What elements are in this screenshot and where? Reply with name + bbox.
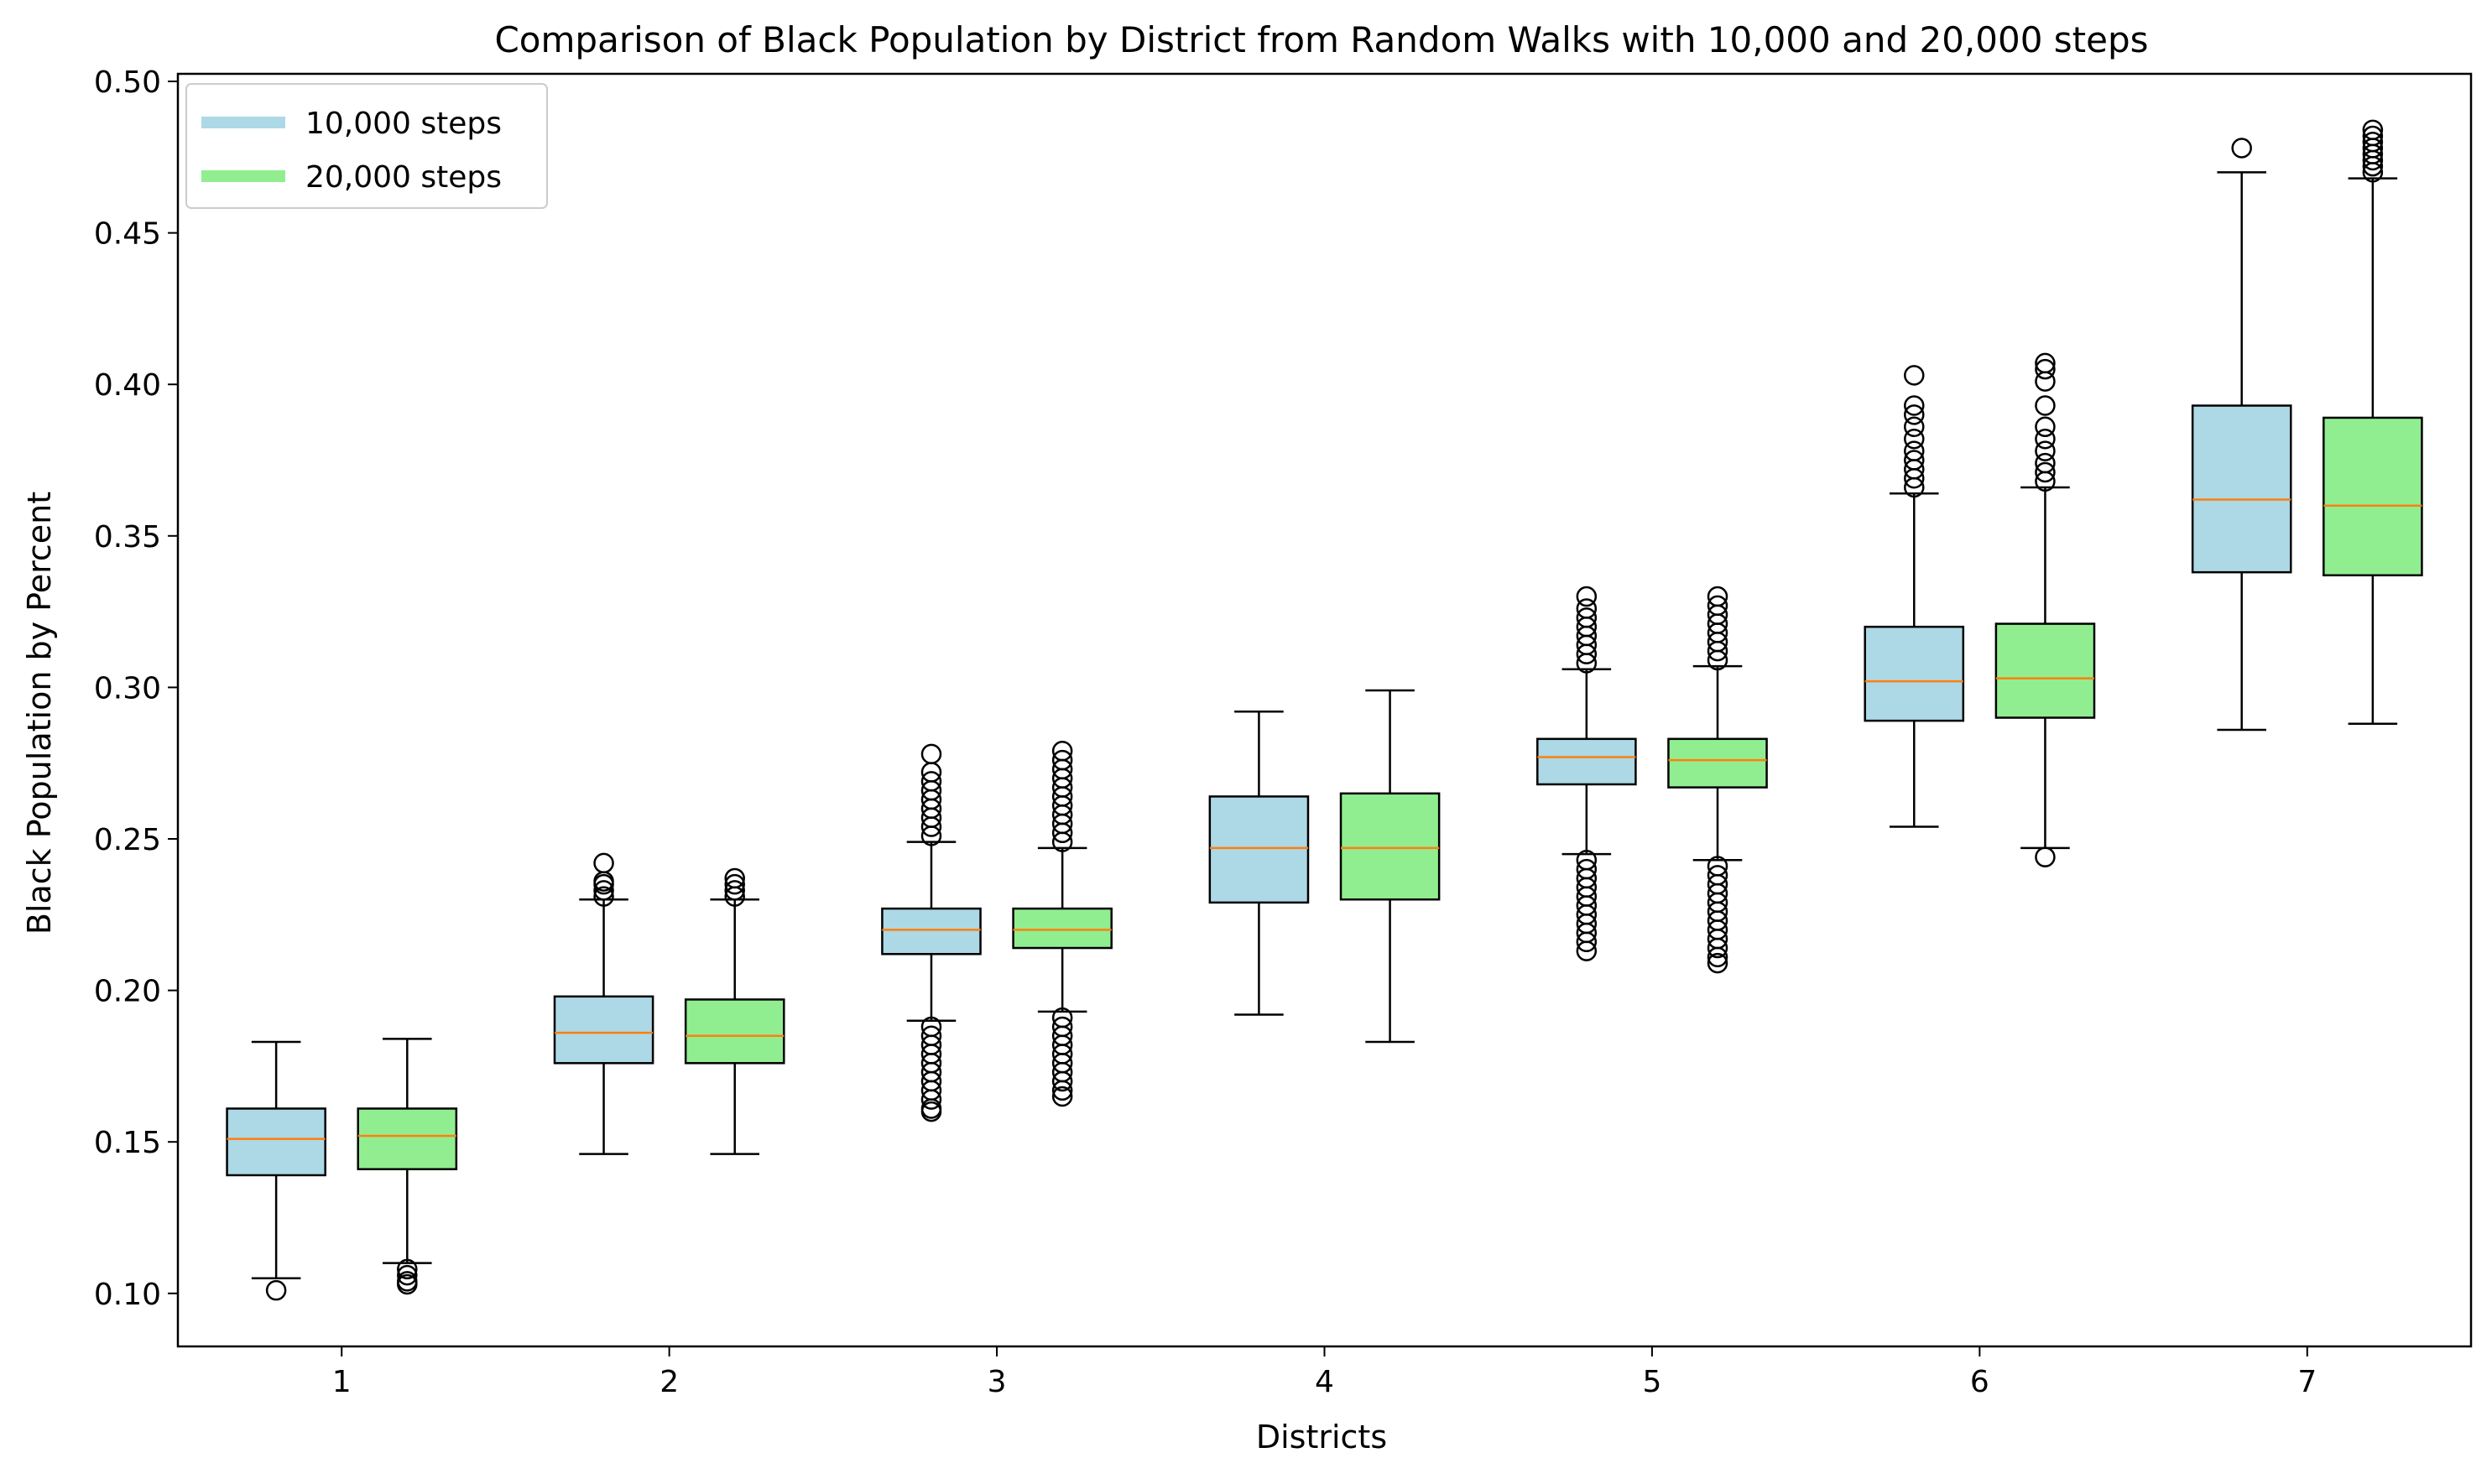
outlier-point — [2035, 452, 2056, 474]
outlier-point — [2362, 132, 2384, 153]
x-tick-label: 4 — [1315, 1365, 1334, 1399]
outlier-point — [1576, 940, 1598, 961]
box — [2323, 416, 2423, 577]
outlier-point — [1904, 450, 1925, 471]
x-tick-label: 2 — [659, 1365, 679, 1399]
y-axis-label: Black Population by Percent — [21, 492, 58, 935]
y-tick-label: 0.20 — [94, 975, 161, 1009]
legend-label: 10,000 steps — [305, 107, 502, 141]
x-axis-label: Districts — [1256, 1419, 1387, 1455]
outlier-point — [2035, 395, 2056, 416]
box — [357, 1107, 458, 1170]
box — [1994, 622, 2096, 719]
outlier-point — [593, 852, 614, 874]
outlier-point — [2035, 846, 2056, 867]
outlier-point — [1707, 595, 1728, 617]
outlier-point — [1051, 1086, 1073, 1107]
box — [881, 907, 982, 955]
box — [226, 1107, 326, 1177]
outlier-point — [1051, 1080, 1073, 1101]
outlier-point — [1904, 428, 1925, 450]
x-tick-label: 5 — [1642, 1365, 1661, 1399]
y-tick-label: 0.25 — [94, 823, 161, 857]
outlier-point — [2362, 125, 2384, 147]
y-tick-label: 0.45 — [94, 217, 161, 252]
y-tick-label: 0.40 — [94, 368, 161, 403]
y-tick-label: 0.15 — [94, 1126, 161, 1160]
outlier-point — [1576, 586, 1598, 607]
box — [553, 995, 654, 1065]
box — [1339, 792, 1441, 901]
outlier-point — [1051, 1070, 1073, 1092]
outlier-point — [397, 1273, 418, 1295]
outlier-point — [1051, 749, 1073, 771]
outlier-point — [1576, 598, 1598, 619]
outlier-point — [593, 880, 614, 901]
box — [1536, 737, 1637, 786]
y-tick-label: 0.10 — [94, 1278, 161, 1312]
x-tick-label: 6 — [1970, 1365, 1989, 1399]
outlier-point — [1707, 952, 1728, 974]
legend: 10,000 steps 20,000 steps — [185, 83, 548, 209]
outlier-point — [1051, 741, 1073, 762]
outlier-point — [1576, 607, 1598, 628]
box — [1864, 625, 1965, 722]
x-tick-label: 3 — [988, 1365, 1007, 1399]
outlier-point — [724, 880, 745, 901]
outlier-point — [2231, 138, 2252, 159]
outlier-point — [397, 1258, 418, 1280]
outlier-point — [397, 1264, 418, 1286]
box — [2191, 404, 2292, 574]
outlier-point — [1904, 416, 1925, 438]
outlier-point — [724, 873, 745, 895]
outlier-point — [2035, 352, 2056, 374]
legend-label: 20,000 steps — [305, 160, 502, 195]
outlier-point — [2035, 461, 2056, 483]
outlier-point — [593, 886, 614, 907]
y-tick-label: 0.30 — [94, 671, 161, 706]
box — [1667, 737, 1768, 789]
outlier-point — [920, 1101, 942, 1122]
outlier-point — [2035, 428, 2056, 450]
y-tick-label: 0.35 — [94, 520, 161, 555]
plot-area: 0.10 0.15 0.20 0.25 0.30 0.35 0.40 0.45 0.50 1 2 3 4… — [94, 65, 2473, 1399]
outlier-point — [1904, 365, 1925, 386]
x-tick-label: 7 — [2297, 1365, 2317, 1399]
outlier-point — [265, 1279, 287, 1301]
outlier-point — [1904, 440, 1925, 461]
outlier-point — [724, 867, 745, 889]
outlier-point — [1904, 395, 1925, 416]
y-tick-label: 0.50 — [94, 65, 161, 100]
axes-frame — [176, 72, 2473, 1348]
outlier-point — [1904, 404, 1925, 425]
outlier-point — [2362, 119, 2384, 141]
box — [1012, 907, 1113, 950]
box — [684, 998, 785, 1065]
outlier-point — [1576, 931, 1598, 953]
outlier-point — [1707, 946, 1728, 968]
outlier-point — [920, 1089, 942, 1110]
outlier-point — [1707, 586, 1728, 607]
outlier-point — [2035, 416, 2056, 438]
outlier-point — [2035, 440, 2056, 461]
box — [1208, 795, 1310, 904]
outlier-point — [1707, 937, 1728, 959]
outlier-point — [920, 771, 942, 792]
outlier-point — [920, 743, 942, 765]
x-tick-label: 1 — [332, 1365, 352, 1399]
outlier-point — [2035, 358, 2056, 380]
chart-title: Comparison of Black Population by Distri… — [494, 19, 2148, 60]
